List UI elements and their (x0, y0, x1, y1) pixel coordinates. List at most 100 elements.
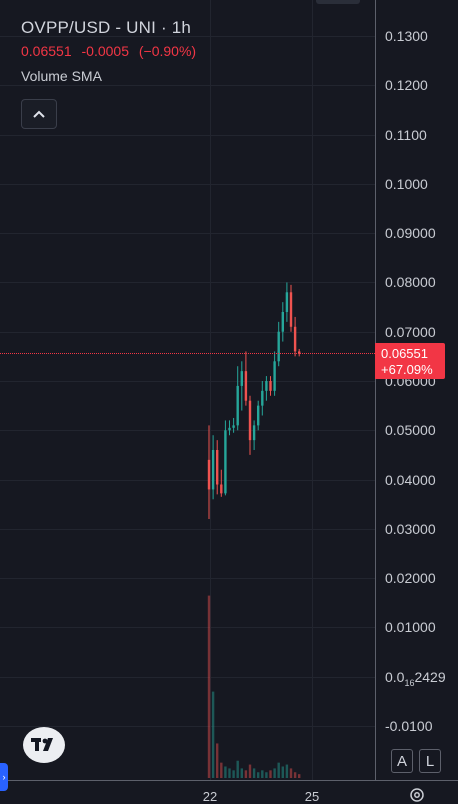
candle-body (207, 459, 211, 490)
last-price-badge: 0.06551 +67.09% (375, 343, 445, 379)
price-tick-label: 0.07000 (385, 323, 436, 340)
volume-bar (207, 595, 211, 778)
volume-bar (240, 768, 243, 778)
price-change-pct: (−0.90%) (138, 43, 197, 59)
grid-line-h (0, 430, 375, 432)
grid-line-h (0, 282, 375, 284)
grid-line-h (0, 36, 375, 37)
volume-bar (277, 762, 280, 778)
candle-body (285, 292, 289, 312)
grid-line-h (0, 233, 375, 235)
grid-line-h (0, 134, 375, 136)
price-tick-label: 0.01000 (385, 619, 436, 636)
volume-bar (220, 762, 223, 778)
auto-scale-button[interactable]: A (391, 749, 413, 773)
last-price: 0.06551 (21, 43, 72, 59)
candle-body (248, 400, 252, 441)
volume-bar (224, 766, 227, 778)
volume-bar (261, 770, 264, 778)
price-tick-label: 0.03000 (385, 520, 436, 537)
symbol-title[interactable]: OVPP/USD - UNI · 1h (21, 18, 192, 37)
volume-bar (252, 768, 256, 778)
volume-bar (285, 764, 289, 778)
price-axis[interactable]: 0.1300 0.1200 0.1100 0.1000 0.09000 0.08000 0.… (375, 0, 458, 780)
grid-line-v (312, 0, 313, 780)
time-axis[interactable]: 22 25 (0, 780, 458, 804)
candle-body (289, 292, 293, 327)
candle-body (211, 450, 215, 490)
price-tick-label-zero: 0.0162429 (385, 668, 446, 688)
volume-bar (248, 764, 252, 778)
last-price-line (0, 353, 375, 354)
grid-line-h (0, 85, 375, 87)
chevron-up-icon (33, 110, 45, 118)
tv-logo-glyph (31, 738, 53, 751)
top-drag-handle[interactable] (316, 0, 360, 4)
time-label-22: 22 (202, 789, 218, 804)
indicator-volume-sma[interactable]: Volume SMA (21, 68, 102, 84)
candle-body (252, 425, 256, 441)
price-tick-label: 0.08000 (385, 274, 436, 291)
grid-line-h (0, 183, 375, 185)
candle-body (232, 425, 235, 428)
grid-line-h (0, 676, 375, 678)
badge-change-pct: +67.09% (381, 362, 433, 377)
volume-bar (269, 770, 272, 778)
candle-body (273, 361, 276, 391)
candle-body (220, 484, 223, 494)
tradingview-logo-icon[interactable] (23, 727, 65, 763)
volume-bar (257, 772, 260, 778)
volume-bar (298, 774, 301, 778)
grid-line-h (0, 381, 375, 382)
volume-bar (216, 743, 219, 778)
volume-bar (265, 772, 268, 778)
price-change-row: 0.06551 -0.0005 (−0.90%) (21, 43, 202, 59)
candle-body (277, 331, 280, 362)
price-tick-label: 0.1100 (385, 126, 427, 143)
gear-icon[interactable] (408, 786, 426, 804)
candle-body (269, 381, 272, 391)
candle-body (240, 371, 243, 386)
grid-line-h (0, 627, 375, 629)
candle-body (244, 371, 248, 401)
candle-body (298, 351, 301, 354)
volume-bar (281, 766, 284, 778)
candlestick-plot (207, 282, 301, 778)
grid-line-h (0, 331, 375, 333)
price-tick-label: 0.02000 (385, 570, 436, 587)
volume-bar (244, 770, 248, 778)
candle-body (281, 312, 284, 332)
price-tick-label: 0.1000 (385, 175, 428, 192)
chart-area[interactable] (0, 0, 375, 780)
chevron-right-icon[interactable]: › (0, 763, 8, 791)
price-tick-label: 0.04000 (385, 471, 436, 488)
volume-bar (211, 691, 215, 778)
candle-body (293, 326, 297, 352)
candle-body (224, 430, 227, 494)
candle-body (236, 385, 239, 426)
grid-line-h (0, 726, 375, 727)
price-tick-label: 0.05000 (385, 422, 436, 439)
volume-bar (236, 760, 239, 778)
price-change: -0.0005 (81, 43, 129, 59)
candle-body (265, 381, 268, 391)
grid-line-h (0, 528, 375, 530)
candle-body (228, 427, 231, 431)
price-tick-label: 0.09000 (385, 225, 436, 242)
chart-legend: OVPP/USD - UNI · 1h 0.06551 -0.0005 (−0.… (21, 18, 202, 84)
price-tick-label: 0.1300 (385, 28, 428, 44)
candle-body (257, 405, 260, 426)
price-tick-label: 0.1200 (385, 77, 428, 94)
volume-bar (293, 772, 297, 778)
grid-line-v (210, 0, 211, 780)
collapse-legend-button[interactable] (21, 99, 57, 129)
candle-body (261, 390, 264, 406)
grid-line-h (0, 578, 375, 580)
log-scale-button[interactable]: L (419, 749, 441, 773)
candle-body (216, 450, 219, 485)
volume-bar (289, 768, 293, 778)
price-tick-label: -0.0100 (385, 718, 433, 734)
volume-bar (228, 768, 231, 778)
grid-line-h (0, 479, 375, 481)
badge-price: 0.06551 (381, 346, 428, 361)
